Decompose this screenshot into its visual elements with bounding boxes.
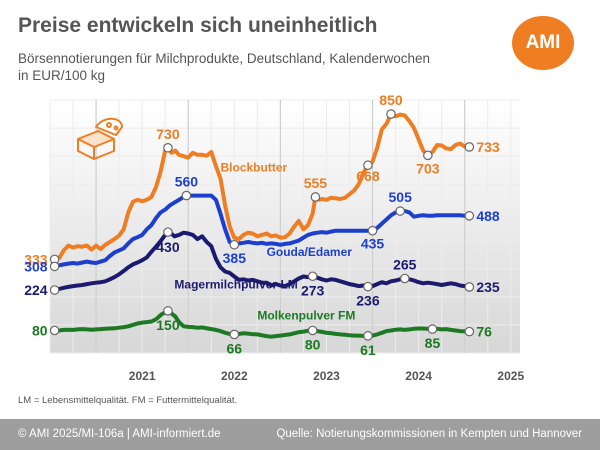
data-label: 505 [389, 189, 413, 205]
chart-title: Preise entwickeln sich uneinheitlich [18, 14, 378, 37]
data-point [49, 261, 60, 272]
data-label: 150 [156, 317, 180, 333]
data-label: 703 [416, 160, 440, 176]
series-blockbutter: Blockbutter 333 730 555 668 850 703 733 [24, 92, 500, 267]
data-label: 435 [361, 236, 385, 252]
footnote: LM = Lebensmittelqualität. FM = Futtermi… [18, 395, 238, 406]
x-tick-label: 2024 [405, 369, 432, 383]
data-point [464, 326, 475, 337]
data-label: 236 [356, 293, 380, 309]
data-label: 560 [175, 174, 199, 190]
data-point [423, 150, 433, 161]
dairy-package-icon [77, 117, 123, 160]
footer-copyright: © AMI 2025/MI-106a | AMI-informiert.de [18, 428, 221, 440]
data-label: 308 [24, 258, 48, 274]
data-point [163, 142, 173, 153]
data-point [395, 206, 405, 216]
series-magermilchpulver-lm: Magermilchpulver LM 224 430 273 236 265 235 [24, 227, 500, 309]
data-label: 333 [24, 251, 48, 267]
data-point [307, 325, 318, 336]
x-tick-label: 2022 [221, 369, 248, 383]
data-label: 730 [156, 126, 180, 142]
footer-bar: © AMI 2025/MI-106a | AMI-informiert.de Q… [0, 419, 600, 450]
data-label: 61 [360, 342, 376, 358]
x-tick-label: 2025 [497, 369, 524, 383]
data-point [464, 142, 475, 152]
chart-subtitle: Börsennotierungen für Milchprodukte, Deu… [18, 50, 498, 84]
data-point [229, 329, 240, 340]
data-point [464, 211, 475, 221]
series-line [52, 308, 472, 339]
data-point [363, 160, 373, 171]
data-point [310, 192, 321, 202]
x-tick-label: 2021 [129, 369, 156, 383]
data-point [386, 109, 396, 119]
line-chart: Blockbutter 333 730 555 668 850 703 733 Gouda/Ed… [24, 92, 524, 383]
data-point [163, 227, 173, 237]
series-gouda-edamer: Gouda/Edamer 308 560 385 435 505 488 [24, 174, 500, 275]
data-point [464, 282, 475, 292]
data-point [181, 190, 192, 201]
data-point [363, 281, 373, 292]
subtitle-line-2: in EUR/100 kg [18, 68, 106, 83]
data-point [163, 306, 173, 316]
data-label: 555 [304, 175, 328, 191]
data-point [229, 239, 240, 250]
data-label: 733 [476, 139, 500, 155]
data-label: 265 [393, 257, 417, 273]
series-name-label: Magermilchpulver LM [174, 277, 297, 291]
data-label: 85 [425, 335, 441, 351]
series-molkenpulver-fm: Molkenpulver FM 80 150 66 80 61 85 76 [32, 306, 492, 358]
ami-logo: AMI [512, 16, 574, 70]
data-label: 235 [476, 279, 500, 295]
data-point [367, 225, 378, 236]
footer-source: Quelle: Notierungskommissionen in Kempte… [276, 428, 582, 440]
series-name-label: Molkenpulver FM [257, 308, 355, 322]
data-point [49, 325, 60, 336]
data-label: 850 [379, 92, 403, 108]
data-label: 76 [476, 324, 492, 340]
data-point [400, 273, 410, 284]
data-label: 385 [223, 250, 247, 266]
data-label: 273 [301, 282, 325, 298]
data-label: 488 [476, 208, 500, 224]
data-label: 80 [32, 323, 48, 339]
data-label: 668 [356, 168, 380, 184]
series-line [52, 112, 472, 262]
data-point [427, 324, 438, 334]
subtitle-line-1: Börsennotierungen für Milchprodukte, Deu… [18, 51, 431, 66]
x-tick-label: 2023 [313, 369, 340, 383]
series-name-label: Blockbutter [220, 161, 287, 175]
data-label: 80 [305, 337, 321, 353]
data-label: 430 [156, 239, 180, 255]
data-point [49, 285, 60, 295]
data-label: 66 [227, 340, 243, 356]
data-label: 224 [24, 282, 48, 298]
data-point [363, 331, 373, 341]
data-point [307, 271, 318, 282]
series-name-label: Gouda/Edamer [267, 245, 353, 259]
